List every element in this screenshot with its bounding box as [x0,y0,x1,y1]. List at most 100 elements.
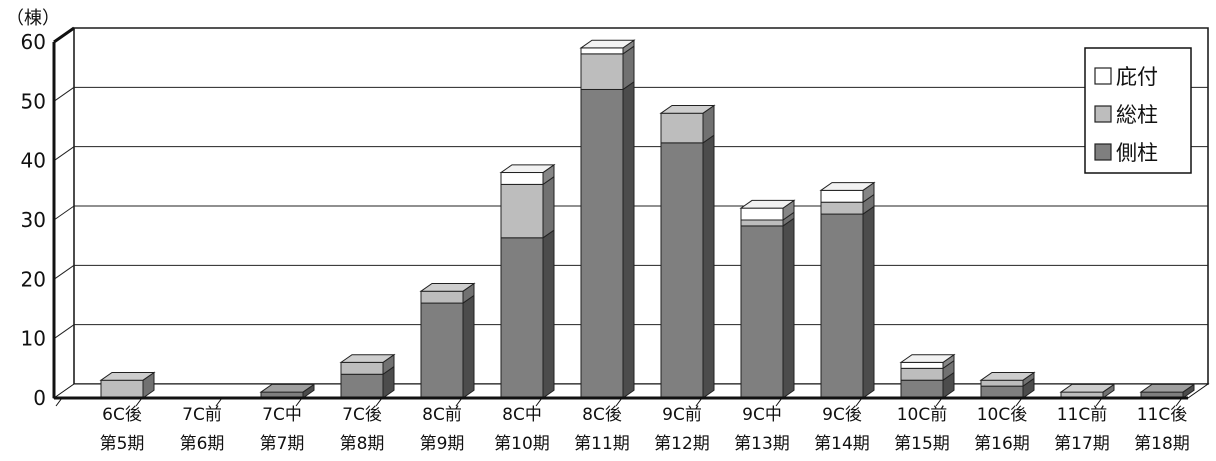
bar-segment-front [500,172,544,185]
bar-top-face [739,199,796,209]
category-label-line1: 9C中 [742,405,782,425]
bar-segment-side [862,205,875,399]
bar-stack [979,371,1036,399]
bar-stack [899,353,956,399]
x-tick [535,397,543,407]
gridline-depth [53,86,75,102]
bars-group [99,39,1196,399]
x-tick [695,397,703,407]
category-label-line1: 7C後 [342,405,382,425]
bar-stack [739,199,796,399]
bar-segment-front [980,379,1024,387]
x-tick [55,397,63,407]
bar-segment-front [580,53,624,90]
category-label-line1: 11C後 [1137,405,1188,425]
y-tick-label: 30 [21,208,46,232]
bar-segment-side [462,294,475,399]
legend-item: 総柱 [1094,103,1158,127]
bar-segment-front [500,183,544,239]
legend-swatch [1094,105,1112,123]
category-label-line1: 9C後 [822,405,862,425]
bar-segment-front [820,201,864,215]
bar-stack [819,181,876,399]
bar-segment-front [500,237,544,399]
bar-stack [419,282,476,399]
category-label-line2: 第14期 [814,434,870,454]
bar-segment-front [580,47,624,55]
bar-stack [259,383,316,399]
category-label-line2: 第17期 [1054,434,1110,454]
legend-label: 総柱 [1116,103,1158,127]
bar-top-face [579,39,636,49]
category-label-line1: 8C中 [502,405,542,425]
bar-segment-side [782,217,795,399]
bar-segment-front [420,290,464,304]
bar-stack [579,39,636,399]
bar-top-face [1059,383,1116,393]
category-label-line1: 9C前 [662,405,702,425]
category-label-line2: 第9期 [420,434,465,454]
bar-stack [1139,383,1196,399]
bar-segment-front [660,112,704,144]
bar-segment-front [740,225,784,399]
category-label-line1: 6C後 [102,405,142,425]
category-label-line2: 第11期 [574,434,630,454]
bar-top-face [659,105,716,114]
bar-segment-front [900,361,944,369]
x-tick [775,397,783,407]
bar-top-face [1139,383,1196,393]
gridline-depth [53,264,75,280]
category-label-line2: 第15期 [894,434,950,454]
category-label-line1: 10C前 [897,405,948,425]
bar-segment-front [820,189,864,203]
category-label-line1: 7C前 [182,405,222,425]
bar-top-face [979,372,1036,381]
bar-stack [339,353,396,399]
legend-item: 側柱 [1094,141,1158,165]
y-axis-depth-edge [53,26,75,44]
bar-segment-front [420,302,464,399]
bar-segment-side [622,80,635,399]
bar-segment-front [820,213,864,399]
category-label-line2: 第6期 [180,434,225,454]
category-label-line2: 第5期 [100,434,145,454]
bar-segment-side [542,229,555,399]
category-label-line1: 11C前 [1057,405,1108,425]
bar-segment-side [542,175,555,239]
legend-label: 庇付 [1116,65,1158,89]
x-tick [1175,397,1183,407]
bar-segment-front [340,373,384,399]
x-tick [1015,397,1023,407]
bar-segment-front [580,88,624,399]
x-tick [615,397,623,407]
y-tick-label: 10 [21,327,46,351]
bar-top-face [339,354,396,363]
category-label-line2: 第8期 [340,434,385,454]
bar-top-face [99,372,156,381]
category-label-line2: 第13期 [734,434,790,454]
gridline-depth [53,324,75,340]
bar-segment-front [980,385,1024,399]
bar-top-face [259,383,316,393]
y-tick-label: 50 [21,89,46,113]
bar-segment-front [100,379,144,399]
category-label-line2: 第18期 [1134,434,1190,454]
gridline-depth [53,146,75,162]
axes-group [52,26,1188,407]
bar-segment-front [740,219,784,227]
category-label-line1: 7C中 [262,405,302,425]
x-tick [215,397,223,407]
legend-item: 庇付 [1094,65,1158,89]
bar-segment-front [660,142,704,399]
bar-stack [1059,383,1116,399]
x-tick [455,397,463,407]
bar-stack [99,371,156,399]
category-label-line2: 第16期 [974,434,1030,454]
category-label-line2: 第12期 [654,434,710,454]
x-tick [135,397,143,407]
bar-segment-side [702,134,715,399]
